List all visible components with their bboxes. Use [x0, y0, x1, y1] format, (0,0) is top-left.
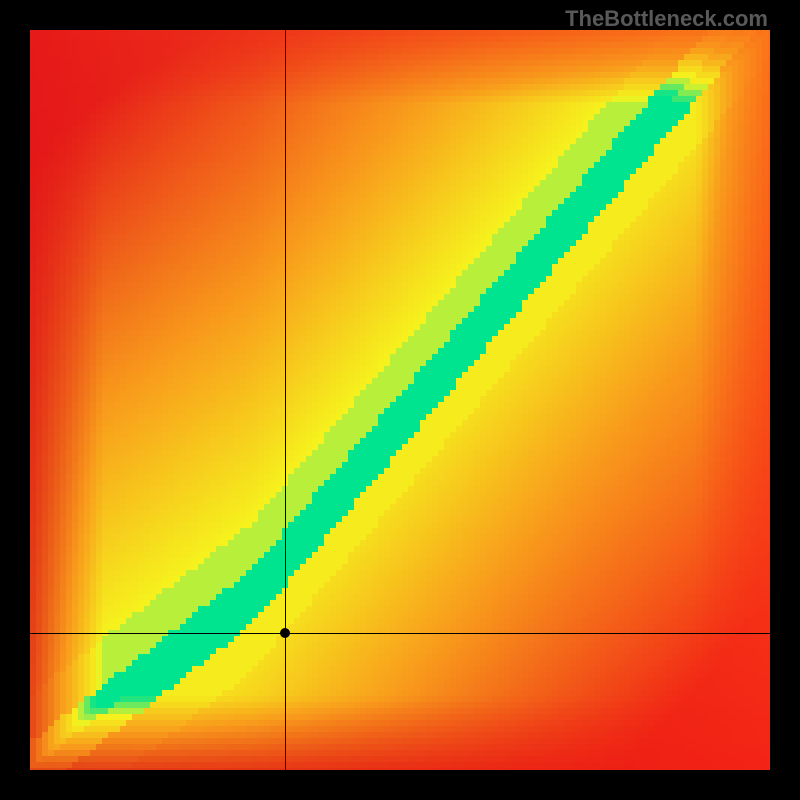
chart-container: TheBottleneck.com [0, 0, 800, 800]
plot-area [30, 30, 770, 770]
heatmap-canvas [30, 30, 770, 770]
crosshair-vertical [285, 30, 286, 770]
watermark-text: TheBottleneck.com [565, 6, 768, 32]
crosshair-horizontal [30, 633, 770, 634]
